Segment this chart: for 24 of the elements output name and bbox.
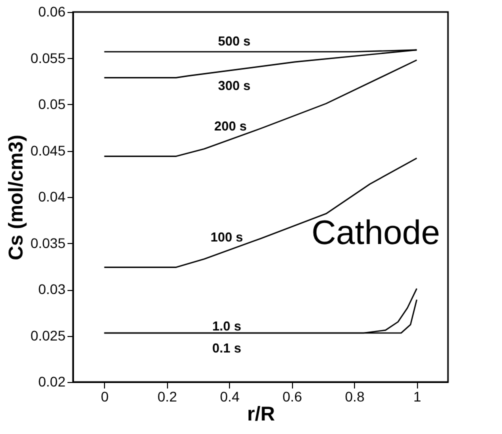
y-tick-label: 0.03 bbox=[38, 281, 66, 297]
x-tick-label: 0 bbox=[100, 388, 109, 404]
x-tick-label: 0.4 bbox=[220, 388, 240, 404]
annotation: 0.1 s bbox=[212, 340, 242, 356]
y-tick-label: 0.04 bbox=[38, 188, 66, 204]
y-tick-label: 0.025 bbox=[30, 327, 66, 344]
y-axis-title: Cs (mol/cm3) bbox=[5, 134, 28, 260]
annotation: 1.0 s bbox=[212, 318, 242, 334]
x-tick-label: 1 bbox=[413, 388, 422, 404]
annotation: 500 s bbox=[218, 34, 251, 49]
y-tick-label: 0.055 bbox=[30, 50, 66, 66]
y-tick-label: 0.035 bbox=[30, 234, 66, 251]
y-tick-label: 0.02 bbox=[38, 374, 66, 390]
x-tick-label: 0.8 bbox=[345, 388, 365, 404]
y-tick-label: 0.045 bbox=[30, 142, 66, 158]
annotation: 300 s bbox=[218, 78, 251, 93]
x-tick-label: 0.2 bbox=[158, 388, 178, 404]
annotation: 100 s bbox=[210, 230, 244, 245]
y-tick-label: 0.05 bbox=[38, 96, 66, 112]
x-tick-label: 0.6 bbox=[282, 388, 302, 404]
y-tick-label: 0.06 bbox=[38, 4, 66, 20]
annotation: Cathode bbox=[311, 214, 440, 252]
annotation: 200 s bbox=[214, 118, 247, 134]
x-axis-title: r/R bbox=[247, 404, 276, 426]
